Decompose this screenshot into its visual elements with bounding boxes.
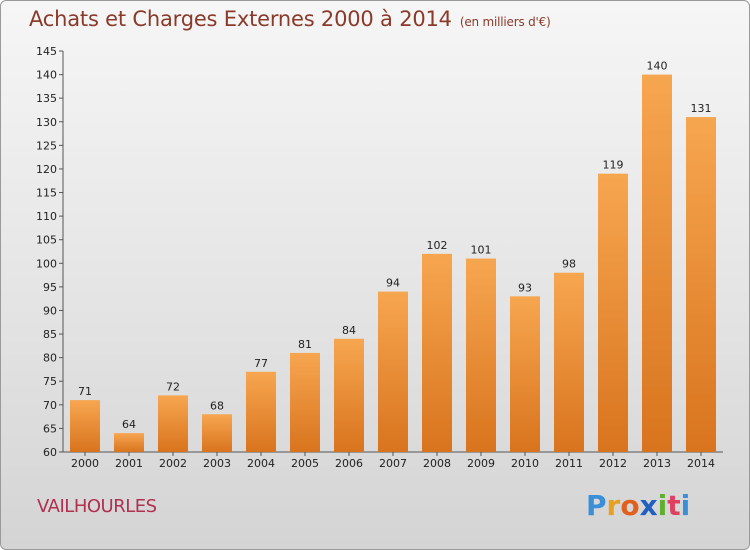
x-tick-label-2012: 2012 bbox=[599, 457, 627, 470]
value-label-2007: 94 bbox=[386, 277, 400, 290]
value-label-2003: 68 bbox=[210, 399, 224, 412]
x-tick-label-2004: 2004 bbox=[247, 457, 275, 470]
x-tick-label-2006: 2006 bbox=[335, 457, 363, 470]
value-label-2002: 72 bbox=[166, 380, 180, 393]
logo-letter: o bbox=[620, 489, 640, 522]
y-tick-label: 65 bbox=[43, 422, 57, 435]
y-tick-label: 120 bbox=[36, 163, 57, 176]
y-tick-label: 95 bbox=[43, 281, 57, 294]
y-tick-label: 100 bbox=[36, 257, 57, 270]
y-tick-label: 140 bbox=[36, 69, 57, 82]
value-label-2005: 81 bbox=[298, 338, 312, 351]
y-tick-label: 75 bbox=[43, 375, 57, 388]
value-label-2000: 71 bbox=[78, 385, 92, 398]
bar-2004 bbox=[246, 371, 276, 452]
bar-2001 bbox=[114, 433, 144, 452]
value-label-2008: 102 bbox=[427, 239, 448, 252]
value-label-2012: 119 bbox=[603, 159, 624, 172]
value-label-2014: 131 bbox=[691, 102, 712, 115]
y-tick-label: 125 bbox=[36, 139, 57, 152]
x-tick-label-2011: 2011 bbox=[555, 457, 583, 470]
value-label-2004: 77 bbox=[254, 357, 268, 370]
y-tick-label: 130 bbox=[36, 116, 57, 129]
bar-2006 bbox=[334, 338, 364, 452]
bar-2011 bbox=[554, 272, 584, 452]
chart-title: Achats et Charges Externes 2000 à 2014 (e… bbox=[29, 7, 551, 31]
bar-2008 bbox=[422, 253, 452, 452]
value-label-2010: 93 bbox=[518, 281, 532, 294]
chart-title-text: Achats et Charges Externes 2000 à 2014 bbox=[29, 7, 452, 31]
bar-2005 bbox=[290, 352, 320, 452]
x-tick-label-2007: 2007 bbox=[379, 457, 407, 470]
logo-letter: x bbox=[639, 489, 658, 522]
y-tick-label: 105 bbox=[36, 234, 57, 247]
value-label-2001: 64 bbox=[122, 418, 136, 431]
x-tick-label-2008: 2008 bbox=[423, 457, 451, 470]
value-label-2013: 140 bbox=[647, 60, 668, 73]
x-tick-label-2009: 2009 bbox=[467, 457, 495, 470]
value-label-2006: 84 bbox=[342, 324, 356, 337]
bar-2014 bbox=[686, 117, 716, 452]
logo-letter: r bbox=[606, 489, 621, 522]
chart-subtitle: (en milliers d'€) bbox=[459, 15, 551, 29]
x-tick-label-2010: 2010 bbox=[511, 457, 539, 470]
y-tick-label: 145 bbox=[36, 45, 57, 58]
logo-letter: P bbox=[586, 489, 607, 522]
y-tick-label: 80 bbox=[43, 352, 57, 365]
bar-2007 bbox=[378, 291, 408, 452]
commune-name: VAILHOURLES bbox=[37, 496, 157, 517]
x-tick-label-2014: 2014 bbox=[687, 457, 715, 470]
x-tick-label-2005: 2005 bbox=[291, 457, 319, 470]
y-tick-label: 70 bbox=[43, 399, 57, 412]
bar-2013 bbox=[642, 74, 672, 453]
y-tick-label: 135 bbox=[36, 92, 57, 105]
bar-2000 bbox=[70, 400, 100, 452]
proxiti-logo: Proxiti bbox=[586, 489, 690, 522]
bar-2009 bbox=[466, 258, 496, 452]
x-tick-label-2003: 2003 bbox=[203, 457, 231, 470]
bar-2002 bbox=[158, 395, 188, 452]
y-tick-label: 110 bbox=[36, 210, 57, 223]
logo-letter: i bbox=[680, 489, 691, 522]
y-tick-label: 85 bbox=[43, 328, 57, 341]
x-tick-label-2000: 2000 bbox=[71, 457, 99, 470]
value-label-2011: 98 bbox=[562, 258, 576, 271]
logo-letter: t bbox=[667, 489, 681, 522]
bar-2010 bbox=[510, 296, 540, 452]
bar-2012 bbox=[598, 173, 628, 453]
bar-2003 bbox=[202, 414, 232, 452]
x-tick-label-2001: 2001 bbox=[115, 457, 143, 470]
value-label-2009: 101 bbox=[471, 244, 492, 257]
x-tick-label-2002: 2002 bbox=[159, 457, 187, 470]
logo-letter: i bbox=[657, 489, 668, 522]
x-tick-label-2013: 2013 bbox=[643, 457, 671, 470]
y-tick-label: 90 bbox=[43, 304, 57, 317]
y-tick-label: 60 bbox=[43, 446, 57, 459]
y-tick-label: 115 bbox=[36, 187, 57, 200]
